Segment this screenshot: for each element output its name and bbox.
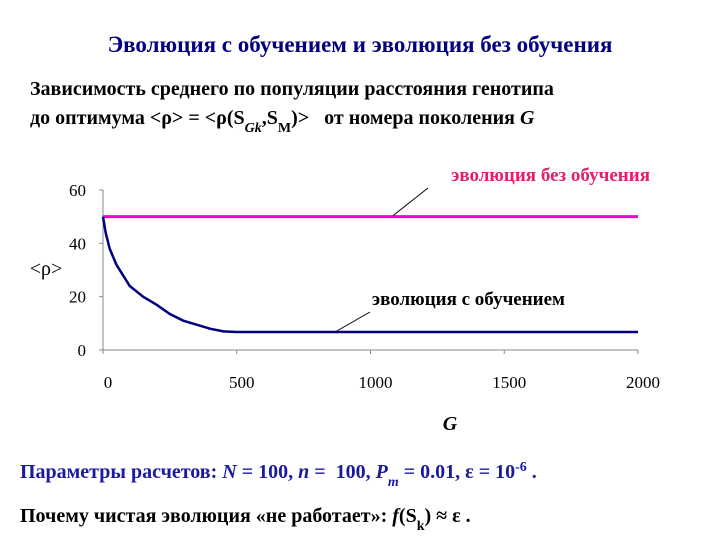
- text-segment: ,S: [262, 107, 278, 129]
- text-segment: M: [278, 121, 291, 136]
- text-segment: Gk: [245, 121, 262, 136]
- text-segment: N: [221, 461, 238, 483]
- text-segment: Параметры расчетов:: [20, 461, 222, 483]
- question: Почему чистая эволюция «не работает»: f(…: [20, 505, 471, 534]
- text-segment: G: [520, 107, 535, 129]
- y-tick-label: 0: [78, 341, 87, 360]
- x-tick-label: 500: [229, 373, 255, 392]
- y-tick-label: 20: [69, 288, 86, 307]
- y-tick-label: 40: [69, 234, 86, 253]
- text-segment: .: [527, 461, 537, 483]
- y-axis-label: <ρ>: [30, 258, 63, 280]
- text-segment: m: [388, 475, 399, 490]
- text-segment: n: [298, 461, 309, 483]
- text-segment: Почему чистая эволюция «не работает»:: [20, 505, 392, 527]
- legend-label: эволюция без обучения: [451, 165, 650, 186]
- text-segment: = 100,: [237, 461, 298, 483]
- text-segment: -6: [515, 460, 527, 475]
- text-segment: = 100,: [309, 461, 375, 483]
- subtitle-line: до оптимума <ρ> = <ρ(SGk,SM)> от номера …: [30, 107, 535, 136]
- y-tick-label: 60: [69, 181, 86, 200]
- text-segment: P: [375, 461, 389, 483]
- text-segment: )> от номера поколения: [291, 107, 520, 129]
- text-segment: до оптимума <ρ> = <ρ(S: [30, 107, 245, 129]
- slide-title: Эволюция с обучением и эволюция без обуч…: [108, 32, 613, 57]
- text-segment: Зависимость среднего по популяции рассто…: [30, 78, 554, 100]
- x-tick-label: 2000: [626, 373, 660, 392]
- text-segment: k: [417, 519, 425, 534]
- legend-label: эволюция с обучением: [372, 289, 565, 310]
- callout-line: [392, 187, 429, 217]
- series-line: [101, 216, 638, 334]
- parameters: Параметры расчетов: N = 100, n = 100, Pm…: [20, 460, 537, 490]
- x-tick-label: 1000: [359, 373, 393, 392]
- x-tick-label: 0: [104, 373, 113, 392]
- subtitle-line: Зависимость среднего по популяции рассто…: [30, 78, 554, 100]
- text-segment: (S: [399, 505, 417, 527]
- text-segment: ) ≈ ε .: [425, 505, 471, 527]
- x-axis-label: G: [443, 413, 458, 435]
- x-tick-label: 1500: [492, 373, 526, 392]
- text-segment: = 0.01, ε = 10: [399, 461, 515, 483]
- text-segment: f: [392, 505, 401, 527]
- callout-line: [334, 311, 371, 333]
